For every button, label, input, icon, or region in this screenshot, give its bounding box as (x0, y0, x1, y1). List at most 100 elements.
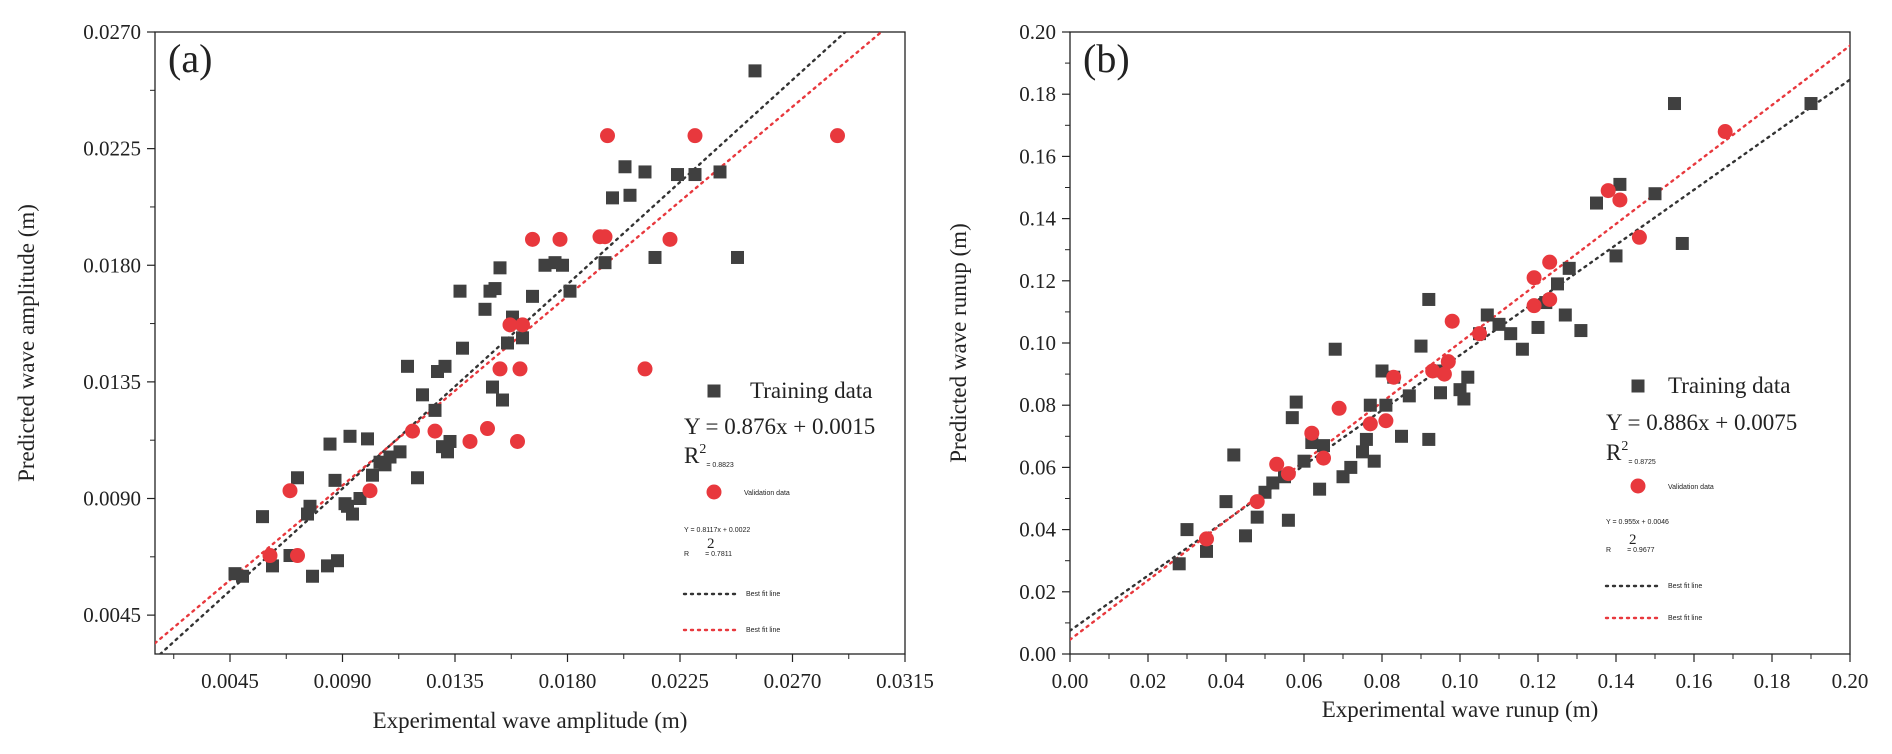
training-point (486, 380, 499, 394)
validation-point (830, 128, 845, 144)
y-tick-label: 0.04 (1019, 518, 1056, 542)
training-point (1457, 392, 1471, 406)
validation-point (362, 483, 378, 499)
x-tick-label: 0.18 (1754, 669, 1791, 693)
validation-point (1600, 183, 1616, 199)
legend-training-r2: R2= 0.8823 (684, 442, 734, 469)
validation-point (1378, 413, 1394, 429)
training-point (1219, 495, 1233, 509)
y-tick-label: 0.06 (1019, 455, 1056, 479)
training-point (1289, 395, 1303, 409)
training-point (1266, 476, 1280, 490)
training-point (428, 403, 442, 417)
training-point (1609, 249, 1623, 263)
x-tick-label: 0.02 (1130, 669, 1167, 693)
training-point (516, 331, 529, 345)
legend-training-label: Training data (750, 378, 872, 403)
validation-point (1631, 229, 1647, 245)
y-tick-label: 0.16 (1019, 144, 1056, 168)
training-point (638, 165, 652, 179)
training-point (1227, 448, 1241, 462)
validation-point (512, 361, 528, 377)
legend-validation-r2-superscript: 2 (1629, 532, 1637, 548)
legend-training-label: Training data (1668, 373, 1790, 398)
training-point (1285, 411, 1299, 425)
training-point (488, 282, 502, 296)
legend-validation-label: Validation data (1668, 484, 1714, 491)
training-point (688, 168, 702, 182)
training-point (416, 388, 429, 402)
training-point (236, 569, 249, 583)
validation-point (1199, 531, 1214, 547)
training-point (478, 302, 492, 316)
training-point (1180, 523, 1194, 537)
x-axis-label: Experimental wave runup (m) (1322, 697, 1599, 722)
training-point (748, 64, 762, 78)
y-tick-label: 0.0225 (83, 137, 141, 161)
training-point (526, 289, 539, 303)
training-point (623, 188, 637, 202)
validation-point (1425, 363, 1441, 379)
training-point (383, 450, 397, 464)
validation-point (525, 231, 540, 247)
validation-point (1440, 354, 1456, 370)
validation-point (1331, 400, 1347, 416)
x-tick-label: 0.0045 (201, 669, 259, 693)
validation-point (480, 421, 495, 437)
validation-point (515, 317, 530, 333)
x-tick-label: 0.04 (1208, 669, 1245, 693)
training-point (1504, 327, 1518, 341)
training-point (343, 429, 357, 443)
validation-point (462, 433, 478, 449)
training-point (1328, 342, 1342, 356)
legend-validation-marker (1630, 478, 1646, 494)
legend-validation-marker (706, 484, 722, 500)
validation-point (600, 128, 615, 144)
validation-point (687, 128, 703, 144)
y-tick-label: 0.18 (1019, 82, 1056, 106)
training-point (1281, 513, 1295, 527)
x-tick-label: 0.0270 (764, 669, 822, 693)
validation-point (1542, 291, 1558, 307)
training-point (443, 434, 457, 448)
y-tick-label: 0.10 (1019, 331, 1056, 355)
training-point (1313, 482, 1327, 496)
legend-validation-label: Validation data (744, 490, 790, 497)
training-point (441, 445, 454, 459)
validation-point (1269, 456, 1285, 472)
training-point (648, 250, 662, 264)
validation-point (1717, 124, 1733, 140)
r2-base: R (684, 443, 700, 468)
r2-superscript: 2 (1621, 439, 1628, 454)
r2-value: = 0.8725 (1628, 459, 1656, 466)
training-point (1317, 439, 1330, 453)
training-point (618, 160, 632, 174)
training-point (1480, 308, 1494, 322)
legend-training-r2: R2= 0.8725 (1606, 439, 1656, 466)
training-point (1804, 97, 1818, 111)
r2-value: = 0.8823 (706, 462, 734, 469)
r2-base: R (1606, 547, 1611, 554)
y-tick-label: 0.00 (1019, 642, 1056, 666)
x-tick-label: 0.08 (1364, 669, 1401, 693)
chart-panel-b: 0.00 0.02 0.04 0.06 0.08 0.10 0.12 0.14 0.16 0.18… (946, 20, 1868, 722)
validation-point (1386, 369, 1402, 385)
training-point (1562, 261, 1576, 275)
legend-fit-label-1: Best fit line (746, 591, 780, 598)
training-point (291, 471, 304, 485)
training-point (1356, 445, 1369, 459)
training-point (1461, 370, 1475, 384)
validation-point (1526, 270, 1542, 286)
training-point (1434, 386, 1447, 400)
training-point (1379, 398, 1393, 412)
legend-validation-r2-superscript: 2 (707, 536, 715, 552)
training-point (1375, 364, 1389, 378)
training-point (713, 165, 727, 179)
training-point (1531, 320, 1545, 334)
training-point (1395, 429, 1408, 443)
x-tick-label: 0.0135 (426, 669, 484, 693)
x-tick-label: 0.12 (1520, 669, 1557, 693)
legend-validation-r2: R = 0.7811 (684, 551, 732, 558)
